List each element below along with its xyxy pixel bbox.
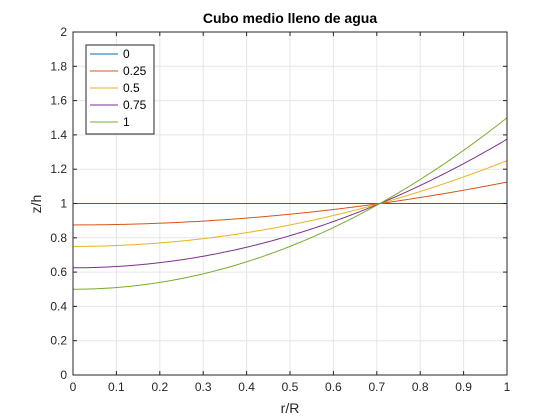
series-lines <box>73 117 507 290</box>
legend: 0 0.25 0.5 0.75 1 <box>85 44 155 135</box>
x-tick-label: 0.8 <box>412 380 429 394</box>
x-tick-label: 0 <box>70 380 77 394</box>
chart-title: Cubo medio lleno de agua <box>203 10 377 26</box>
x-tick-label: 0.5 <box>282 380 299 394</box>
series-line-2 <box>73 160 507 247</box>
series-line-4 <box>73 117 507 290</box>
y-tick-label: 1 <box>60 197 67 211</box>
y-axis-label: z/h <box>28 195 44 214</box>
ticks: 0 0.1 0.2 0.3 0.4 0.5 0.6 0.7 0.8 0.9 1 0 0.2 0.4 0.6 0… <box>50 25 510 394</box>
x-tick-label: 1 <box>504 380 511 394</box>
legend-label-2: 0.5 <box>123 81 140 95</box>
legend-label-4: 1 <box>123 115 130 129</box>
y-tick-label: 0.8 <box>50 231 67 245</box>
series-line-3 <box>73 138 507 269</box>
x-tick-label: 0.9 <box>455 380 472 394</box>
x-tick-label: 0.6 <box>325 380 342 394</box>
x-tick-label: 0.4 <box>238 380 255 394</box>
y-tick-label: 0 <box>60 368 67 382</box>
series-line-1 <box>73 181 507 226</box>
y-tick-label: 0.4 <box>50 299 67 313</box>
y-tick-label: 0.6 <box>50 265 67 279</box>
legend-label-3: 0.75 <box>123 98 147 112</box>
y-tick-label: 2 <box>60 25 67 39</box>
legend-label-1: 0.25 <box>123 64 147 78</box>
y-tick-label: 1.4 <box>50 128 67 142</box>
legend-label-0: 0 <box>123 47 130 61</box>
y-tick-label: 1.6 <box>50 94 67 108</box>
x-tick-label: 0.7 <box>368 380 385 394</box>
y-tick-label: 0.2 <box>50 334 67 348</box>
x-tick-label: 0.2 <box>151 380 168 394</box>
x-axis-label: r/R <box>281 400 300 416</box>
x-tick-label: 0.1 <box>108 380 125 394</box>
y-tick-label: 1.2 <box>50 162 67 176</box>
legend-box <box>85 44 155 135</box>
x-tick-label: 0.3 <box>195 380 212 394</box>
y-tick-label: 1.8 <box>50 59 67 73</box>
